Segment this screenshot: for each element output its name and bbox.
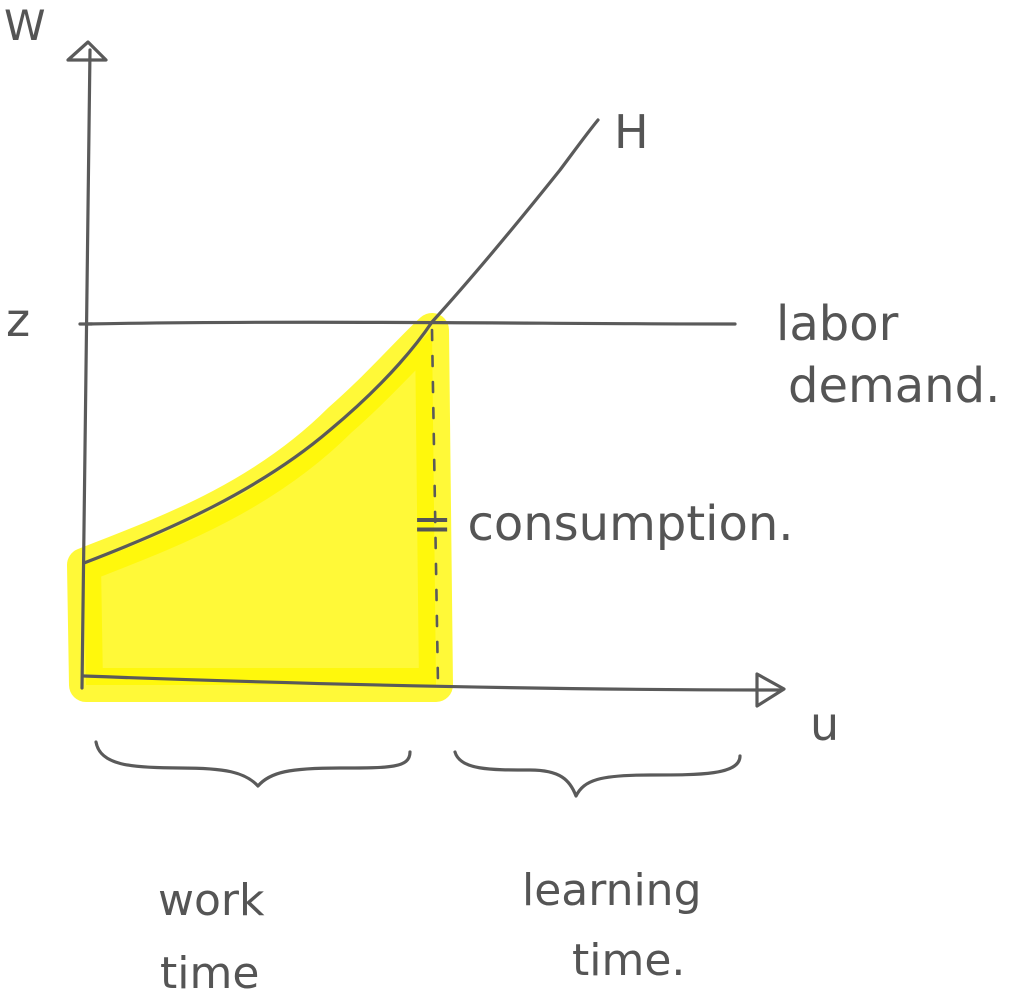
y-axis-arrowhead (66, 40, 108, 62)
learning-time-brace (453, 750, 742, 798)
y-axis (80, 48, 92, 690)
work-time-brace (94, 740, 412, 788)
work-time-label-line1: work (158, 875, 265, 926)
intersection-dashed-line (430, 328, 440, 686)
work-time-label-line2: time (160, 948, 259, 999)
z-level-label: z (6, 293, 30, 347)
labor-demand-label-line1: labor (776, 296, 899, 352)
x-axis-label: u (810, 697, 839, 751)
labor-demand-line (84, 320, 737, 326)
learning-time-label-line1: learning (522, 865, 702, 916)
labor-demand-label-line2: demand. (788, 358, 1000, 414)
y-axis-label: W (4, 1, 46, 50)
x-axis-arrowhead (755, 672, 786, 708)
consumption-label: = consumption. (412, 496, 794, 552)
x-axis (82, 674, 782, 692)
h-curve-label: H (614, 105, 649, 159)
learning-time-label-line2: time. (572, 935, 685, 986)
h-curve (82, 118, 600, 565)
